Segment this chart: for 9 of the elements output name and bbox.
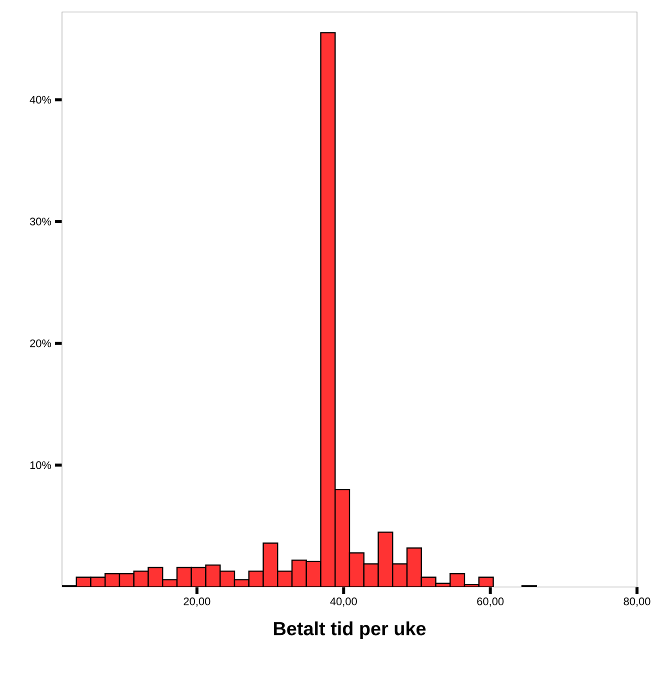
x-tick-label: 40,00 <box>330 598 357 607</box>
y-tick-label: 20% <box>30 339 52 348</box>
y-tick-label: 30% <box>30 218 52 226</box>
y-tick-label: 40% <box>30 96 52 104</box>
x-tick-label: 60,00 <box>477 598 504 607</box>
x-tick-label: 80,00 <box>624 598 650 607</box>
x-axis-title: Betalt tid per uke <box>274 621 426 640</box>
x-tick-label: 20,00 <box>184 598 210 607</box>
y-tick-label: 10% <box>30 461 52 470</box>
